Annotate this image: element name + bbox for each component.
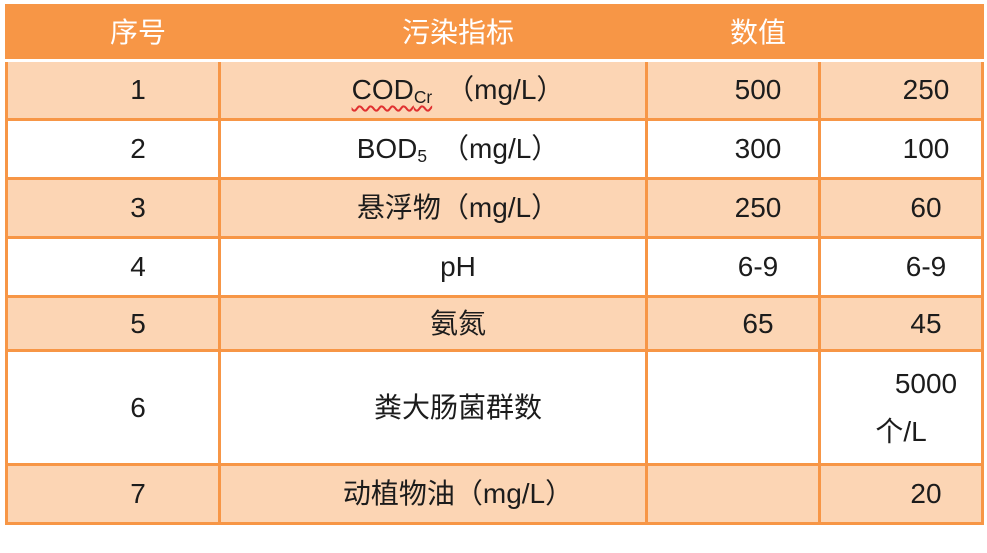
cell-value-2: 45 <box>818 295 984 352</box>
cell-indicator: CODCr （mg/L） <box>218 59 648 121</box>
indicator-unit: （mg/L） <box>441 133 560 165</box>
table-row: 5 氨氮 65 45 <box>5 295 984 352</box>
subscript: 5 <box>417 146 428 167</box>
cell-value-1 <box>645 349 821 466</box>
header-cell-value: 数值 <box>645 4 821 62</box>
cell-value-1: 65 <box>645 295 821 352</box>
table-row: 1 CODCr （mg/L） 500 250 <box>5 59 984 121</box>
table-row: 4 pH 6-9 6-9 <box>5 236 984 298</box>
table-row: 6 粪大肠菌群数 5000 个/L <box>5 349 984 466</box>
cell-indicator: pH <box>218 236 648 298</box>
table-header-row: 序号 污染指标 数值 <box>5 4 984 62</box>
header-cell-indicator: 污染指标 <box>218 4 648 62</box>
cell-indicator: 悬浮物（mg/L） <box>218 177 648 239</box>
cell-indicator: 动植物油（mg/L） <box>218 463 648 525</box>
cell-value-2: 5000 个/L <box>818 349 984 466</box>
subscript: Cr <box>413 87 433 108</box>
pollution-indicators-table: 序号 污染指标 数值 1 CODCr （mg/L） 500 250 2 BOD5 （… <box>5 4 984 525</box>
cell-value-1: 300 <box>645 118 821 180</box>
cell-serial: 5 <box>5 295 221 352</box>
cell-value-1: 250 <box>645 177 821 239</box>
table-row: 3 悬浮物（mg/L） 250 60 <box>5 177 984 239</box>
cell-value-1: 500 <box>645 59 821 121</box>
cell-serial: 6 <box>5 349 221 466</box>
cell-value-2: 60 <box>818 177 984 239</box>
header-cell-value-extra <box>818 4 984 62</box>
chem-formula: CODCr <box>351 74 433 108</box>
cell-indicator: 氨氮 <box>218 295 648 352</box>
cell-serial: 3 <box>5 177 221 239</box>
table-row: 7 动植物油（mg/L） 20 <box>5 463 984 525</box>
cell-value-1 <box>645 463 821 525</box>
header-cell-serial: 序号 <box>5 4 221 62</box>
chem-formula: BOD5 <box>356 133 428 167</box>
cell-serial: 4 <box>5 236 221 298</box>
cell-value-1: 6-9 <box>645 236 821 298</box>
cell-value-2: 20 <box>818 463 984 525</box>
cell-serial: 2 <box>5 118 221 180</box>
cell-serial: 7 <box>5 463 221 525</box>
cell-value-2: 250 <box>818 59 984 121</box>
table-row: 2 BOD5 （mg/L） 300 100 <box>5 118 984 180</box>
cell-value-2: 100 <box>818 118 984 180</box>
cell-serial: 1 <box>5 59 221 121</box>
indicator-unit: （mg/L） <box>446 74 565 106</box>
cell-indicator: BOD5 （mg/L） <box>218 118 648 180</box>
cell-indicator: 粪大肠菌群数 <box>218 349 648 466</box>
cell-value-2: 6-9 <box>818 236 984 298</box>
